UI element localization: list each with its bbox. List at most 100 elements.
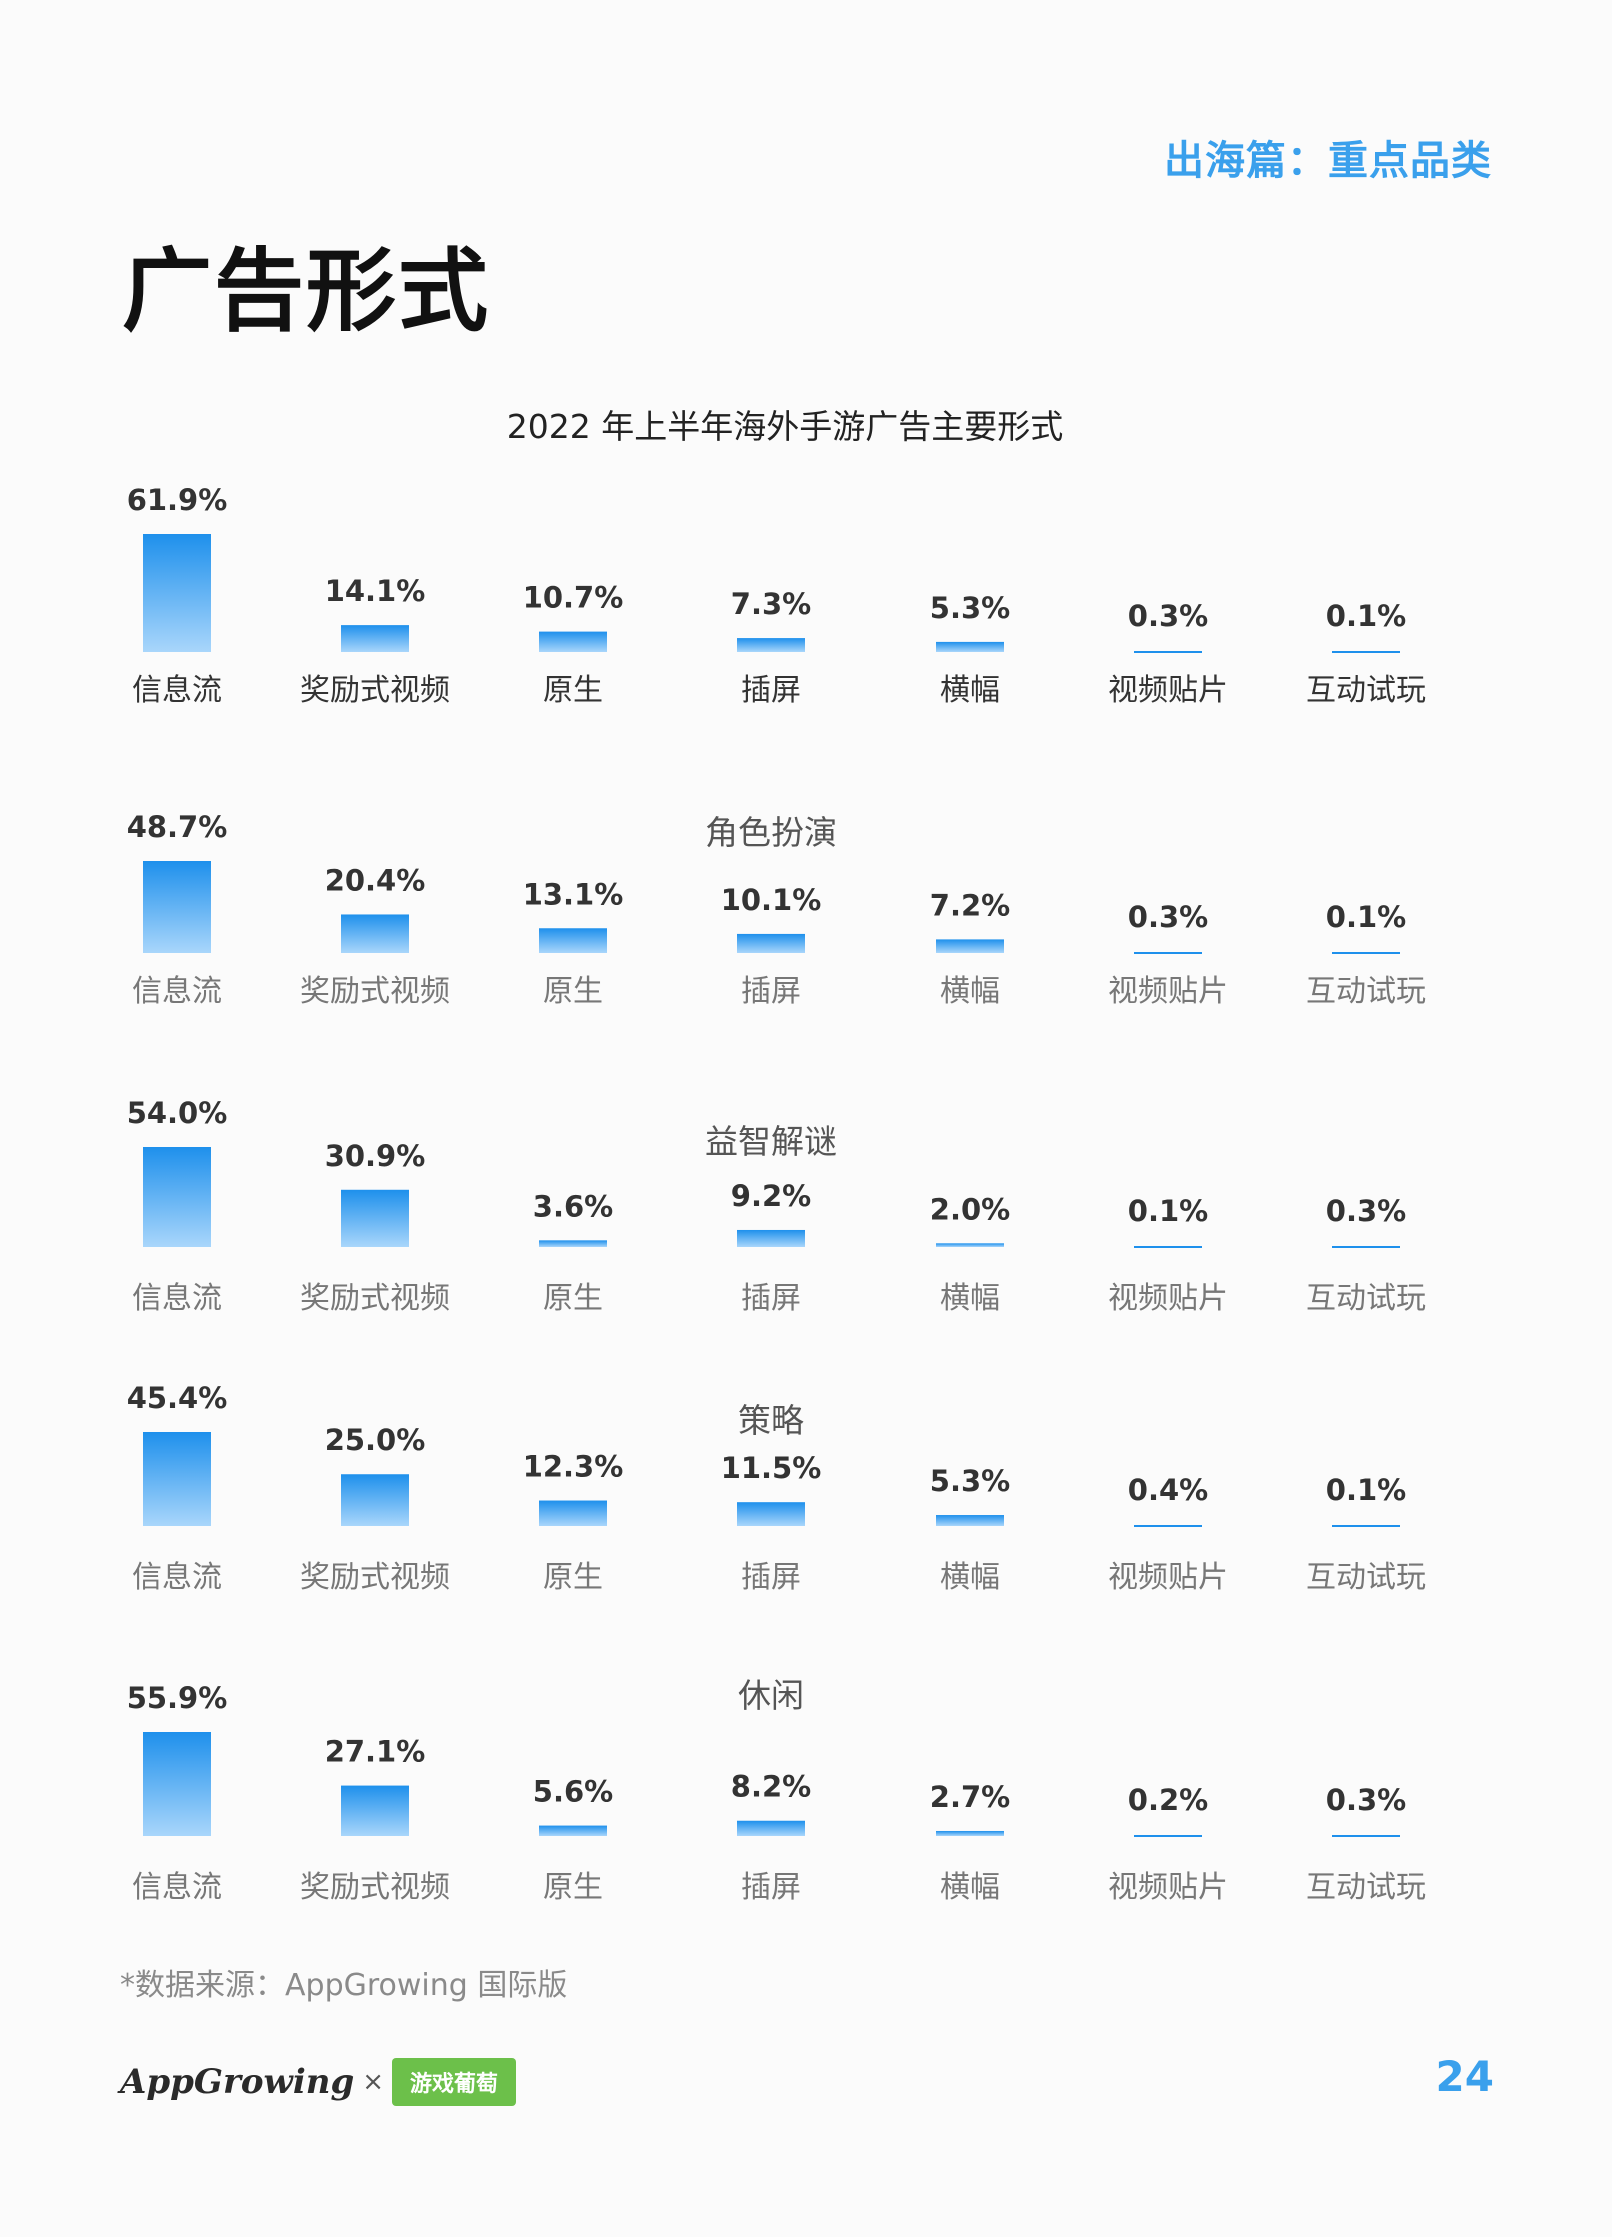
category-label: 原生 <box>543 1870 603 1905</box>
data-label: 0.2% <box>1128 1783 1208 1817</box>
category-label: 视频贴片 <box>1108 974 1228 1009</box>
category-label: 信息流 <box>132 1870 222 1905</box>
bar <box>737 638 805 652</box>
data-label: 12.3% <box>523 1450 624 1484</box>
data-label: 0.1% <box>1128 1194 1208 1228</box>
bar <box>539 1240 607 1247</box>
bar <box>936 1515 1004 1526</box>
data-label: 7.3% <box>731 587 811 621</box>
data-label: 20.4% <box>325 863 426 897</box>
data-label: 54.0% <box>127 1096 228 1130</box>
bar <box>341 625 409 652</box>
category-label: 互动试玩 <box>1306 1281 1426 1316</box>
data-label: 11.5% <box>721 1451 822 1485</box>
section-label: 出海篇：重点品类 <box>1164 138 1492 184</box>
bar <box>737 1229 805 1247</box>
bar <box>936 641 1004 652</box>
category-label: 横幅 <box>940 1281 1000 1316</box>
data-label: 5.3% <box>930 591 1010 625</box>
category-label: 信息流 <box>132 1281 222 1316</box>
category-label: 横幅 <box>940 673 1000 708</box>
data-label: 55.9% <box>127 1681 228 1715</box>
data-label: 8.2% <box>731 1770 811 1804</box>
data-label: 61.9% <box>127 483 228 517</box>
category-label: 视频贴片 <box>1108 1281 1228 1316</box>
data-label: 5.6% <box>533 1775 613 1809</box>
category-label: 插屏 <box>741 1870 801 1905</box>
category-label: 原生 <box>543 1560 603 1595</box>
data-label: 0.1% <box>1326 1473 1406 1507</box>
category-label: 互动试玩 <box>1306 1560 1426 1595</box>
appgrowing-logo: AppGrowing <box>120 2062 355 2102</box>
category-label: 信息流 <box>132 1560 222 1595</box>
data-label: 2.7% <box>930 1780 1010 1814</box>
category-label: 横幅 <box>940 974 1000 1009</box>
bar <box>143 534 211 652</box>
data-label: 2.0% <box>930 1192 1010 1226</box>
bar <box>143 1432 211 1526</box>
category-label: 视频贴片 <box>1108 1560 1228 1595</box>
data-label: 0.1% <box>1326 900 1406 934</box>
category-label: 奖励式视频 <box>300 974 450 1009</box>
data-label: 0.4% <box>1128 1473 1208 1507</box>
data-label: 9.2% <box>731 1179 811 1213</box>
category-label: 插屏 <box>741 1281 801 1316</box>
data-label: 10.7% <box>523 581 624 615</box>
category-label: 互动试玩 <box>1306 1870 1426 1905</box>
bar <box>539 928 607 953</box>
data-label: 7.2% <box>930 888 1010 922</box>
category-label: 信息流 <box>132 673 222 708</box>
data-label: 0.1% <box>1326 599 1406 633</box>
data-label: 3.6% <box>533 1189 613 1223</box>
bar <box>936 1243 1004 1247</box>
page-title: 广告形式 <box>122 239 490 344</box>
bar-charts: 61.9% 信息流 14.1% 奖励式视频 10.7% 原生 7.3% 插屏 5.3% 横幅 0.3… <box>127 483 1426 1905</box>
category-label: 视频贴片 <box>1108 1870 1228 1905</box>
category-label: 互动试玩 <box>1306 974 1426 1009</box>
data-label: 45.4% <box>127 1381 228 1415</box>
chart-title: 2022 年上半年海外手游广告主要形式 <box>506 407 1064 446</box>
category-label: 原生 <box>543 673 603 708</box>
bar <box>737 1820 805 1836</box>
data-label: 5.3% <box>930 1464 1010 1498</box>
data-label: 25.0% <box>325 1423 426 1457</box>
data-label: 10.1% <box>721 883 822 917</box>
category-label: 插屏 <box>741 974 801 1009</box>
bar <box>341 1474 409 1526</box>
category-label: 奖励式视频 <box>300 1560 450 1595</box>
category-label: 奖励式视频 <box>300 1281 450 1316</box>
bar <box>341 1189 409 1247</box>
data-label: 0.3% <box>1128 599 1208 633</box>
bar <box>539 1825 607 1836</box>
category-label: 信息流 <box>132 974 222 1009</box>
category-label: 奖励式视频 <box>300 673 450 708</box>
bar <box>737 1502 805 1526</box>
bar <box>143 861 211 953</box>
bar <box>936 939 1004 953</box>
category-label: 原生 <box>543 1281 603 1316</box>
group-title: 角色扮演 <box>705 813 837 852</box>
youxiputao-logo: 游戏葡萄 <box>392 2058 517 2106</box>
data-label: 0.3% <box>1326 1194 1406 1228</box>
group-title: 休闲 <box>738 1676 804 1715</box>
bar <box>737 933 805 953</box>
data-label: 13.1% <box>523 877 624 911</box>
bar <box>341 914 409 953</box>
bar <box>341 1785 409 1836</box>
category-label: 插屏 <box>741 673 801 708</box>
category-label: 插屏 <box>741 1560 801 1595</box>
bar <box>539 631 607 652</box>
data-label: 0.3% <box>1128 900 1208 934</box>
bar <box>143 1732 211 1836</box>
data-label: 0.3% <box>1326 1783 1406 1817</box>
bar <box>539 1500 607 1526</box>
data-label: 27.1% <box>325 1735 426 1769</box>
bar <box>936 1830 1004 1836</box>
data-label: 30.9% <box>325 1139 426 1173</box>
group-title: 益智解谜 <box>705 1122 837 1161</box>
bar <box>143 1147 211 1247</box>
footer-logos: AppGrowing × 游戏葡萄 <box>120 2058 517 2106</box>
logo-separator: × <box>362 2067 385 2097</box>
data-label: 14.1% <box>325 574 426 608</box>
data-label: 48.7% <box>127 810 228 844</box>
